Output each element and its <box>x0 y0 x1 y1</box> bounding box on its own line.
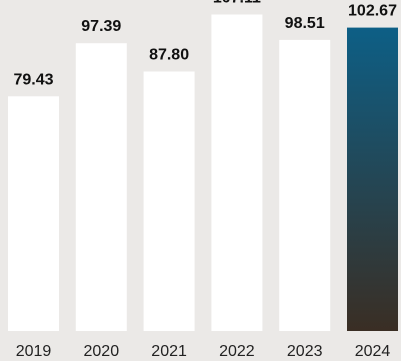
bars-group <box>8 14 398 332</box>
bar-2022 <box>211 14 263 331</box>
x-tick-label-2024: 2024 <box>355 343 391 360</box>
bar-2024 <box>347 27 398 331</box>
x-tick-label-2021: 2021 <box>151 343 187 360</box>
x-tick-label-2020: 2020 <box>84 343 120 360</box>
value-label-2022: 107.11 <box>213 0 261 7</box>
bar-2021 <box>143 71 195 331</box>
value-label-2023: 98.51 <box>285 15 325 32</box>
x-tick-label-2022: 2022 <box>219 343 255 360</box>
value-label-2020: 97.39 <box>81 18 121 35</box>
x-tick-label-2023: 2023 <box>287 343 323 360</box>
x-tick-label-2019: 2019 <box>16 343 52 360</box>
bar-2023 <box>279 39 331 332</box>
value-label-2024: 102.67 <box>348 3 397 20</box>
value-labels-group: 79.43 97.39 87.80 107.11 98.51 102.67 <box>13 0 397 88</box>
bar-2020 <box>75 43 127 331</box>
x-axis-tick-labels: 2019 2020 2021 2022 2023 2024 <box>16 343 391 360</box>
value-label-2021: 87.80 <box>149 47 189 64</box>
value-label-2019: 79.43 <box>13 71 53 88</box>
bar-2019 <box>8 96 59 331</box>
